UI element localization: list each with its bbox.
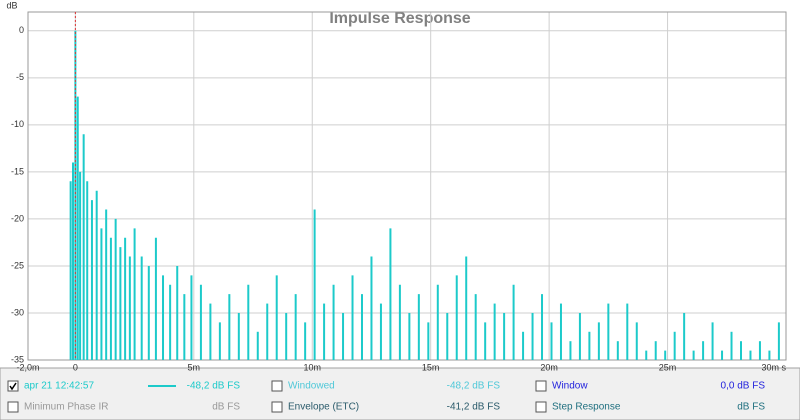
- plot-frame: [27, 11, 787, 361]
- y-tick-label: -35: [11, 354, 24, 364]
- legend-label[interactable]: Envelope (ETC): [288, 402, 359, 413]
- legend-panel: [0, 367, 800, 420]
- y-tick-label: -25: [11, 260, 24, 270]
- legend-reading: dB FS: [737, 402, 765, 413]
- x-tick-label: 20m: [540, 362, 558, 372]
- x-tick-label: 30m s: [761, 362, 786, 372]
- checkbox[interactable]: [535, 401, 547, 413]
- chart-title: Impulse Response: [329, 10, 470, 27]
- legend-reading: -48,2 dB FS: [447, 381, 501, 392]
- x-tick-label: 25m: [659, 362, 677, 372]
- y-tick-label: -30: [11, 307, 24, 317]
- x-tick-label: 0: [73, 362, 78, 372]
- checkbox[interactable]: [7, 380, 19, 392]
- y-tick-label: -20: [11, 213, 24, 223]
- y-tick-label: -10: [11, 119, 24, 129]
- x-tick-label: 15m: [422, 362, 440, 372]
- legend-label[interactable]: Window: [552, 381, 588, 392]
- legend-label[interactable]: Minimum Phase IR: [24, 402, 108, 413]
- checkbox[interactable]: [271, 401, 283, 413]
- legend-reading: dB FS: [212, 402, 240, 413]
- y-tick-label: -15: [11, 166, 24, 176]
- x-tick-label: -2,0m: [16, 362, 39, 372]
- checkbox[interactable]: [271, 380, 283, 392]
- y-axis-label: dB: [6, 0, 17, 10]
- y-tick-label: -5: [16, 72, 24, 82]
- legend-label[interactable]: Step Response: [552, 402, 621, 413]
- legend-label[interactable]: Windowed: [288, 381, 335, 392]
- legend-reading: 0,0 dB FS: [721, 381, 766, 392]
- x-tick-label: 10m: [303, 362, 321, 372]
- checkbox[interactable]: [535, 380, 547, 392]
- legend-label[interactable]: apr 21 12:42:57: [24, 381, 94, 392]
- legend-reading: -41,2 dB FS: [447, 402, 501, 413]
- checkbox[interactable]: [7, 401, 19, 413]
- y-tick-label: 0: [19, 25, 24, 35]
- checkmark: [9, 382, 17, 391]
- legend-reading: -48,2 dB FS: [187, 381, 241, 392]
- x-tick-label: 5m: [188, 362, 201, 372]
